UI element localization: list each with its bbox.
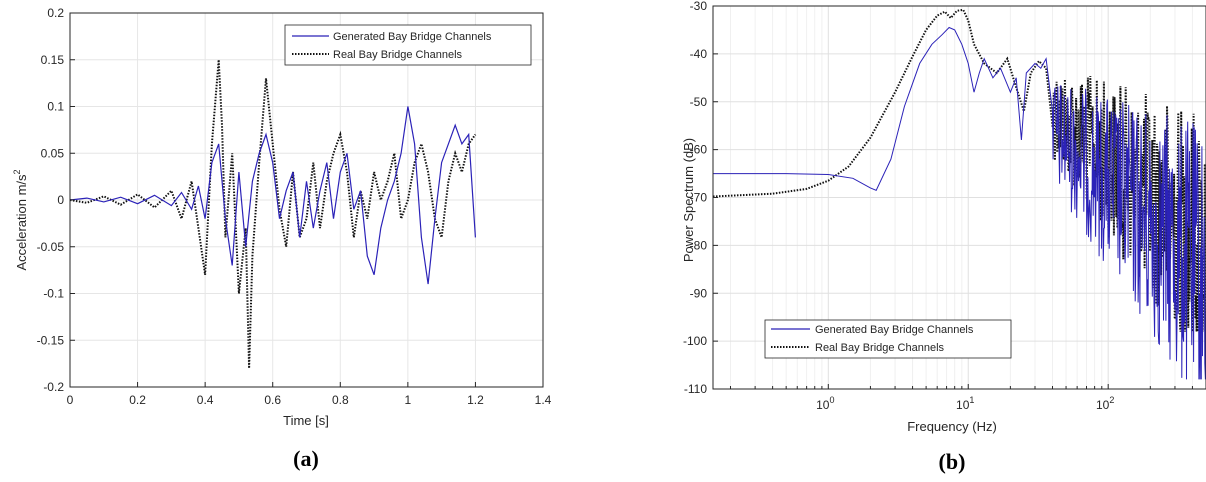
chart-b-y-tick-label: -100 — [683, 334, 707, 348]
chart-a-series — [69, 59, 477, 369]
chart-a-x-tick-label: 1 — [405, 393, 412, 407]
chart-a-x-tick-label: 1.4 — [535, 393, 552, 407]
chart-a-x-tick-label: 0.4 — [197, 393, 214, 407]
chart-b-y-tick-label: -60 — [690, 143, 708, 157]
chart-a-legend-box — [284, 24, 532, 66]
chart-a-y-tick-label: 0 — [57, 193, 64, 207]
chart-b-y-label: Power Spectrum (dB) — [681, 138, 696, 262]
chart-a-x-ticks: 0 0.2 0.4 0.6 0.8 1 1.2 1.4 — [67, 382, 552, 407]
chart-b-y-tick-label: -70 — [690, 191, 708, 205]
chart-b-x-tick-label: 102 — [1096, 395, 1114, 412]
chart-a-y-label: Acceleration m/s2 — [12, 169, 29, 270]
chart-a-y-tick-label: -0.15 — [37, 333, 65, 347]
chart-b-y-tick-label: -90 — [690, 286, 708, 300]
panel-label-b: (b) — [939, 449, 966, 474]
chart-b-x-tick-exponent: 1 — [969, 395, 974, 405]
chart-b-series — [712, 8, 1206, 380]
chart-a-y-tick-label: 0.1 — [47, 100, 64, 114]
chart-a-y-tick-label: 0.15 — [41, 53, 65, 67]
chart-a-x-tick-label: 1.2 — [467, 393, 484, 407]
chart-b-x-tick-label: 101 — [956, 395, 974, 412]
chart-a-y-tick-label: 0.2 — [47, 6, 64, 20]
chart-b-y-tick-label: -110 — [684, 382, 707, 396]
chart-b-y-tick-label: -80 — [690, 238, 708, 252]
chart-b-x-tick-label: 100 — [816, 395, 834, 412]
chart-b-legend-generated: Generated Bay Bridge Channels — [815, 324, 974, 336]
chart-a-x-tick-label: 0 — [67, 393, 74, 407]
chart-b-y-tick-label: -50 — [690, 95, 708, 109]
chart-b-legend-box — [764, 319, 1012, 359]
chart-a-x-tick-label: 0.6 — [264, 393, 281, 407]
chart-a-series-real — [69, 59, 477, 369]
chart-a-legend-real: Real Bay Bridge Channels — [333, 49, 463, 61]
chart-a-legend-generated: Generated Bay Bridge Channels — [333, 31, 492, 43]
chart-a-y-ticks: -0.2 -0.15 -0.1 -0.05 0 0.05 0.1 0.15 0.2 — [37, 6, 75, 394]
chart-a-series-generated — [69, 106, 476, 285]
chart-b-legend-real: Real Bay Bridge Channels — [815, 342, 945, 354]
chart-b-x-ticks: 100 101 102 — [729, 384, 1206, 412]
chart-b-series-generated — [713, 26, 1206, 380]
chart-a-x-tick-label: 0.8 — [332, 393, 349, 407]
chart-a-x-tick-label: 0.2 — [129, 393, 146, 407]
panel-label-a: (a) — [293, 446, 319, 471]
chart-b-y-tick-label: -40 — [690, 47, 708, 61]
chart-b-legend: Generated Bay Bridge Channels Real Bay B… — [764, 319, 1012, 359]
chart-a-y-tick-label: -0.1 — [43, 287, 64, 301]
chart-a-y-tick-label: 0.05 — [41, 146, 65, 160]
chart-a-legend: Generated Bay Bridge Channels Real Bay B… — [284, 24, 532, 66]
chart-b-y-tick-label: -30 — [690, 0, 708, 13]
chart-a-y-tick-label: -0.05 — [37, 240, 65, 254]
chart-a-y-tick-label: -0.2 — [43, 380, 64, 394]
chart-a: 0 0.2 0.4 0.6 0.8 1 1.2 1.4 -0.2 -0.15 -0.1 -0.05 0… — [12, 6, 552, 471]
chart-b: 100 101 102 -110-100-90-80-70-60-50-40-30 … — [681, 0, 1206, 474]
chart-b-x-tick-exponent: 0 — [829, 395, 834, 405]
chart-a-x-label: Time [s] — [283, 413, 329, 428]
chart-b-y-ticks: -110 -100 -90 -80 -70 -60 -50 -40 -30 — [683, 0, 718, 396]
chart-b-x-tick-exponent: 2 — [1109, 395, 1114, 405]
chart-b-series-real — [712, 8, 1206, 333]
chart-b-x-label: Frequency (Hz) — [907, 419, 997, 434]
